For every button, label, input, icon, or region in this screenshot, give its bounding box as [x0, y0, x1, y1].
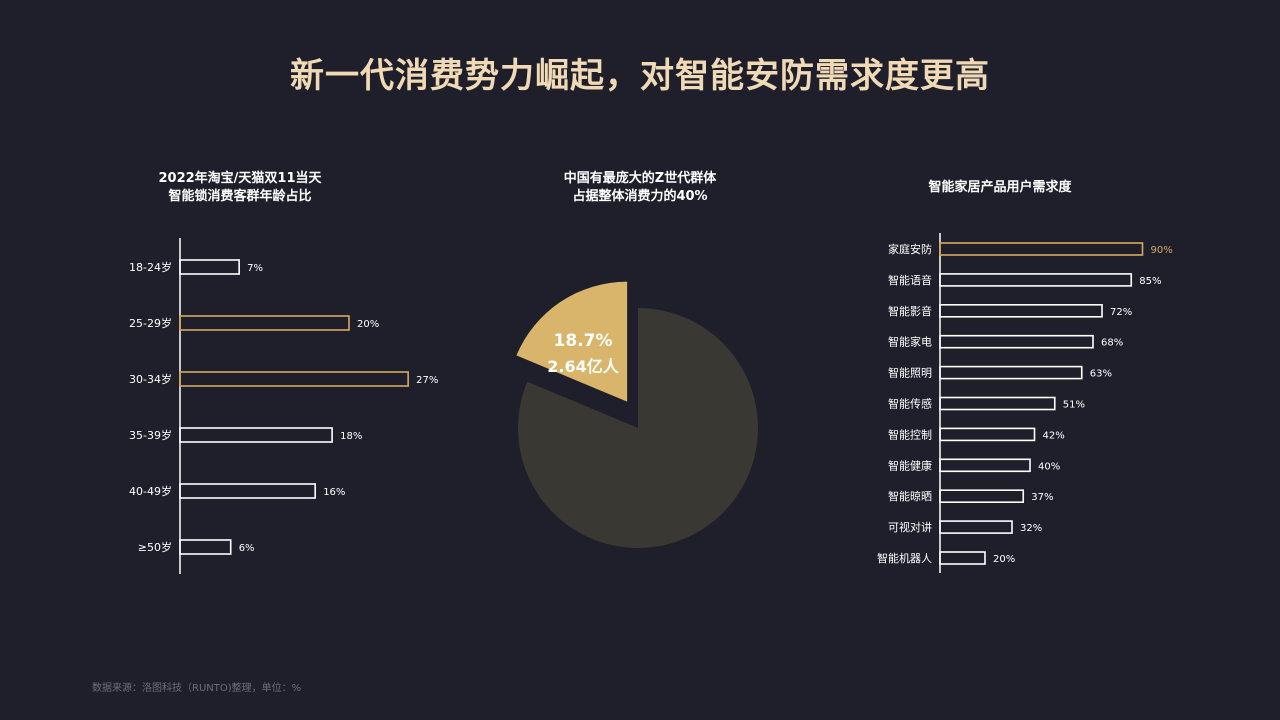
chart0-category-label: ≥50岁 — [138, 540, 172, 554]
chart2-category-label: 智能家电 — [888, 335, 932, 349]
chart0-category-label: 30-34岁 — [129, 372, 172, 386]
right-chart-title: 智能家居产品用户需求度 — [875, 179, 1125, 197]
pie-chart-title-line-1: 中国有最庞大的Z世代群体 — [563, 171, 717, 186]
chart2-category-label: 智能机器人 — [877, 551, 932, 565]
chart2-category-label: 智能语音 — [888, 273, 932, 287]
chart2-bar — [939, 520, 1013, 534]
chart2-category-label: 可视对讲 — [888, 520, 932, 534]
chart2-value-label: 40% — [1038, 461, 1060, 472]
chart2-category-label: 智能健康 — [888, 458, 932, 472]
left-chart-title-line-1: 2022年淘宝/天猫双11当天 — [158, 171, 322, 186]
chart2-value-label: 63% — [1090, 369, 1112, 380]
chart2-category-label: 家庭安防 — [888, 242, 932, 256]
chart2-bar — [939, 551, 986, 565]
chart2-value-label: 68% — [1101, 338, 1123, 349]
chart0-value-label: 16% — [323, 487, 345, 498]
pie-slice-remaining — [518, 308, 758, 548]
chart2-bar — [939, 427, 1036, 442]
chart2-value-label: 90% — [1151, 245, 1173, 256]
chart2-bar — [939, 458, 1031, 473]
chart0-value-label: 6% — [239, 543, 255, 554]
chart0-value-label: 18% — [340, 431, 362, 442]
chart2-bar — [939, 303, 1103, 318]
chart2-bar — [939, 273, 1133, 287]
pie-chart-title-line-2: 占据整体消费力的40% — [572, 189, 708, 204]
chart2-bar — [939, 489, 1025, 504]
chart2-value-label: 32% — [1020, 523, 1042, 534]
chart2-bar — [939, 396, 1056, 411]
pie-slice-population-label: 2.64亿人 — [547, 357, 619, 376]
chart2-category-label: 智能控制 — [888, 427, 932, 441]
chart0-bar — [179, 483, 316, 499]
chart0-bar — [179, 259, 240, 275]
chart2-value-label: 85% — [1139, 276, 1161, 287]
pie-chart-title: 中国有最庞大的Z世代群体 占据整体消费力的40% — [515, 170, 765, 206]
right-chart-title-line-1: 智能家居产品用户需求度 — [928, 180, 1072, 195]
chart0-category-label: 18-24岁 — [129, 260, 172, 274]
chart2-value-label: 37% — [1031, 492, 1053, 503]
chart2-value-label: 51% — [1063, 400, 1085, 411]
chart0-bar — [179, 371, 409, 387]
chart2-category-label: 智能晾晒 — [888, 489, 932, 503]
chart0-value-label: 7% — [247, 263, 263, 274]
chart2-value-label: 42% — [1043, 430, 1065, 441]
chart0-category-label: 25-29岁 — [129, 316, 172, 330]
chart2-bar — [939, 365, 1083, 380]
chart0-bar — [179, 315, 350, 331]
chart0-value-label: 27% — [416, 375, 438, 386]
chart2-category-label: 智能照明 — [888, 366, 932, 380]
left-chart-title: 2022年淘宝/天猫双11当天 智能锁消费客群年龄占比 — [115, 170, 365, 206]
chart2-bar — [939, 334, 1094, 349]
chart0-category-label: 35-39岁 — [129, 428, 172, 442]
pie-slice-percent-label: 18.7% — [554, 331, 613, 351]
chart0-value-label: 20% — [357, 319, 379, 330]
chart2-bar — [939, 242, 1144, 256]
page-title: 新一代消费势力崛起，对智能安防需求度更高 — [290, 56, 990, 96]
left-chart-title-line-2: 智能锁消费客群年龄占比 — [168, 189, 312, 204]
chart2-category-label: 智能影音 — [888, 304, 932, 318]
chart2-value-label: 20% — [993, 554, 1015, 565]
pie-slice-z-generation — [516, 281, 628, 402]
chart2-value-label: 72% — [1110, 307, 1132, 318]
chart0-bar — [179, 539, 232, 555]
chart0-bar — [179, 427, 333, 443]
chart0-category-label: 40-49岁 — [129, 484, 172, 498]
data-source-note: 数据来源：洛图科技（RUNTO)整理，单位：% — [92, 683, 302, 694]
chart2-category-label: 智能传感 — [888, 397, 932, 411]
